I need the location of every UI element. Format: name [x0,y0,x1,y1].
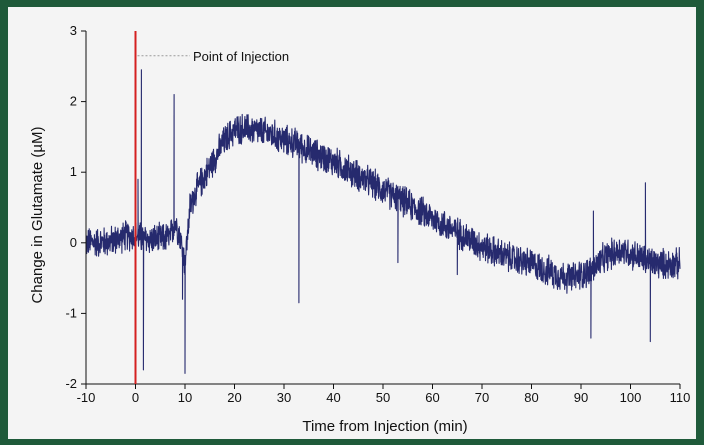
x-tick-label: 40 [326,390,340,405]
x-tick-label: 0 [132,390,139,405]
x-tick-label: 110 [670,390,691,405]
chart-frame: -10 0 10 20 30 40 50 60 70 80 90 100 110 -2 -1 0 1 2 3 Tim… [8,7,696,439]
glutamate-trace [85,69,681,374]
y-tick-label: 1 [70,164,77,179]
x-tick-label: 10 [178,390,192,405]
x-axis-title: Time from Injection (min) [302,418,467,435]
y-tick-label: 3 [70,23,77,38]
y-tick-label: -2 [65,376,77,391]
y-tick-label: 0 [70,235,77,250]
injection-annotation: Point of Injection [193,49,289,64]
x-tick-label: -10 [77,390,96,405]
x-tick-label: 100 [620,390,642,405]
plot-layer [85,69,681,374]
x-tick-label: 80 [524,390,538,405]
x-tick-label: 50 [376,390,390,405]
x-tick-label: 20 [227,390,241,405]
x-tick-label: 70 [475,390,489,405]
x-tick-label: 90 [574,390,588,405]
x-tick-label: 30 [277,390,291,405]
x-tick-label: 60 [425,390,439,405]
y-tick-label: -1 [65,305,77,320]
y-tick-label: 2 [70,94,77,109]
y-axis-title: Change in Glutamate (µM) [29,126,46,303]
